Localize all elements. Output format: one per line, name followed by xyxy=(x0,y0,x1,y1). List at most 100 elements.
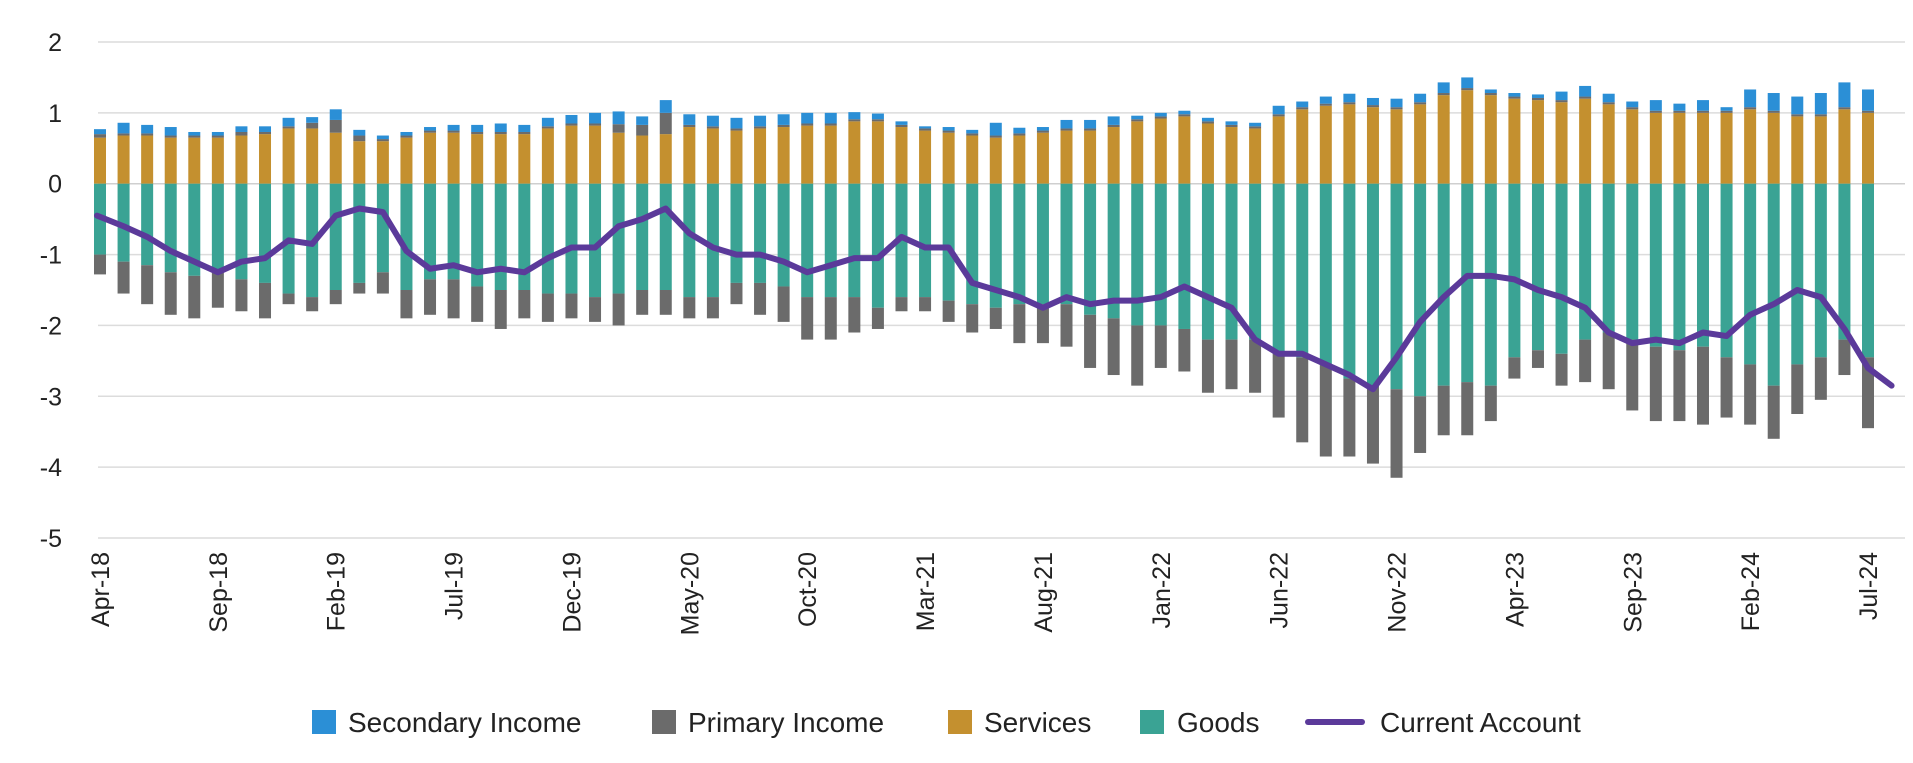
bar-segment-primary-income xyxy=(117,133,130,136)
bar-segment-primary-income xyxy=(1649,346,1662,422)
bar-segment-secondary-income xyxy=(730,117,743,129)
bar-segment-primary-income xyxy=(730,128,743,131)
bar-segment-primary-income xyxy=(1296,107,1309,110)
bar-segment-goods xyxy=(1319,183,1332,365)
bar-segment-primary-income xyxy=(1201,339,1214,393)
bar-segment-goods xyxy=(1437,183,1450,386)
bar-segment-primary-income xyxy=(636,124,649,136)
bar-segment-services xyxy=(706,128,719,184)
bar-segment-primary-income xyxy=(683,124,696,128)
bar-segment-goods xyxy=(353,183,366,283)
bar-segment-secondary-income xyxy=(117,122,130,134)
bar-segment-secondary-income xyxy=(1508,93,1521,97)
bar-segment-secondary-income xyxy=(636,116,649,125)
bar-segment-secondary-income xyxy=(612,111,625,125)
bar-segment-primary-income xyxy=(895,124,908,128)
bar-segment-primary-income xyxy=(494,290,507,329)
bar-segment-secondary-income xyxy=(919,126,932,129)
bar-segment-services xyxy=(1838,109,1851,184)
bar-segment-goods xyxy=(1838,183,1851,340)
bar-segment-primary-income xyxy=(1036,304,1049,344)
bar-segment-goods xyxy=(1579,183,1592,340)
bar-segment-secondary-income xyxy=(1154,112,1167,117)
bar-segment-secondary-income xyxy=(1437,82,1450,94)
bar-segment-primary-income xyxy=(1131,325,1144,386)
bar-segment-primary-income xyxy=(471,286,484,322)
bar-segment-primary-income xyxy=(1343,102,1356,105)
bar-segment-services xyxy=(1531,100,1544,184)
legend-marker-goods xyxy=(1140,710,1164,734)
bar-segment-secondary-income xyxy=(1649,100,1662,111)
bar-segment-primary-income xyxy=(1744,107,1757,110)
legend-marker-secondary-income xyxy=(312,710,336,734)
bar-segment-primary-income xyxy=(754,282,767,315)
bar-segment-primary-income xyxy=(211,135,224,138)
bar-segment-goods xyxy=(1720,183,1733,358)
bar-segment-primary-income xyxy=(1366,105,1379,108)
bar-segment-services xyxy=(1649,112,1662,184)
bar-segment-primary-income xyxy=(1319,364,1332,457)
bar-segment-primary-income xyxy=(1531,350,1544,368)
bar-segment-secondary-income xyxy=(1225,121,1238,125)
bar-segment-secondary-income xyxy=(471,124,484,132)
bar-segment-goods xyxy=(1673,183,1686,351)
bar-segment-goods xyxy=(164,183,177,273)
bar-segment-goods xyxy=(1814,183,1827,358)
bar-segment-services xyxy=(895,127,908,184)
bar-segment-goods xyxy=(565,183,578,294)
bar-segment-services xyxy=(188,137,201,184)
bar-segment-primary-income xyxy=(989,307,1002,329)
legend: Secondary Income Primary Income Services Go… xyxy=(312,707,1581,738)
bar-segment-primary-income xyxy=(1225,339,1238,390)
bar-segment-primary-income xyxy=(848,297,861,333)
x-tick-label: Dec-19 xyxy=(558,552,586,633)
bar-segment-goods xyxy=(400,183,413,290)
bar-segment-services xyxy=(94,137,106,184)
y-tick-label: -3 xyxy=(40,383,62,411)
bar-segment-primary-income xyxy=(1720,110,1733,113)
y-tick-label: -5 xyxy=(40,525,62,553)
x-tick-label: Oct-20 xyxy=(794,552,822,627)
current-account-line xyxy=(94,205,1895,393)
bar-segment-services xyxy=(1013,135,1026,184)
bar-segment-secondary-income xyxy=(1767,93,1780,111)
y-tick-label: -1 xyxy=(40,242,62,270)
bar-segment-primary-income xyxy=(282,126,295,129)
bar-segment-secondary-income xyxy=(1720,107,1733,111)
bar-segment-goods xyxy=(1296,183,1309,358)
bar-segment-secondary-income xyxy=(400,131,413,136)
bar-segment-primary-income xyxy=(636,290,649,315)
bar-segment-services xyxy=(1626,109,1639,184)
bar-segment-secondary-income xyxy=(235,126,248,132)
x-tick-label: Mar-21 xyxy=(912,552,940,631)
x-tick-label: Sep-23 xyxy=(1619,552,1647,633)
bar-segment-services xyxy=(919,130,932,184)
bar-segment-goods xyxy=(1744,183,1757,365)
bar-segment-services xyxy=(1131,121,1144,184)
bar-segment-primary-income xyxy=(589,297,602,322)
bar-segment-primary-income xyxy=(706,297,719,319)
bar-segment-primary-income xyxy=(1767,110,1780,113)
bar-segment-primary-income xyxy=(730,282,743,305)
bar-segment-services xyxy=(1272,116,1285,184)
bar-segment-services xyxy=(1791,116,1804,184)
bar-segment-primary-income xyxy=(1602,102,1615,105)
bar-segment-primary-income xyxy=(612,124,625,133)
bar-segment-goods xyxy=(919,183,932,298)
bar-segment-secondary-income xyxy=(353,129,366,136)
bar-segment-primary-income xyxy=(471,131,484,135)
bar-segment-secondary-income xyxy=(1343,93,1356,103)
bar-segment-services xyxy=(1107,127,1120,184)
bar-segment-primary-income xyxy=(141,133,154,136)
bar-segment-secondary-income xyxy=(824,112,837,124)
bar-segment-primary-income xyxy=(1060,128,1073,131)
bar-segment-primary-income xyxy=(565,123,578,126)
bar-segment-primary-income xyxy=(1814,357,1827,400)
bar-segment-services xyxy=(1579,98,1592,184)
bar-segment-secondary-income xyxy=(376,135,389,140)
bar-segment-primary-income xyxy=(94,254,106,275)
x-tick-label: Jan-22 xyxy=(1148,552,1176,628)
bar-segment-primary-income xyxy=(1602,332,1615,390)
bar-segment-primary-income xyxy=(706,126,719,129)
